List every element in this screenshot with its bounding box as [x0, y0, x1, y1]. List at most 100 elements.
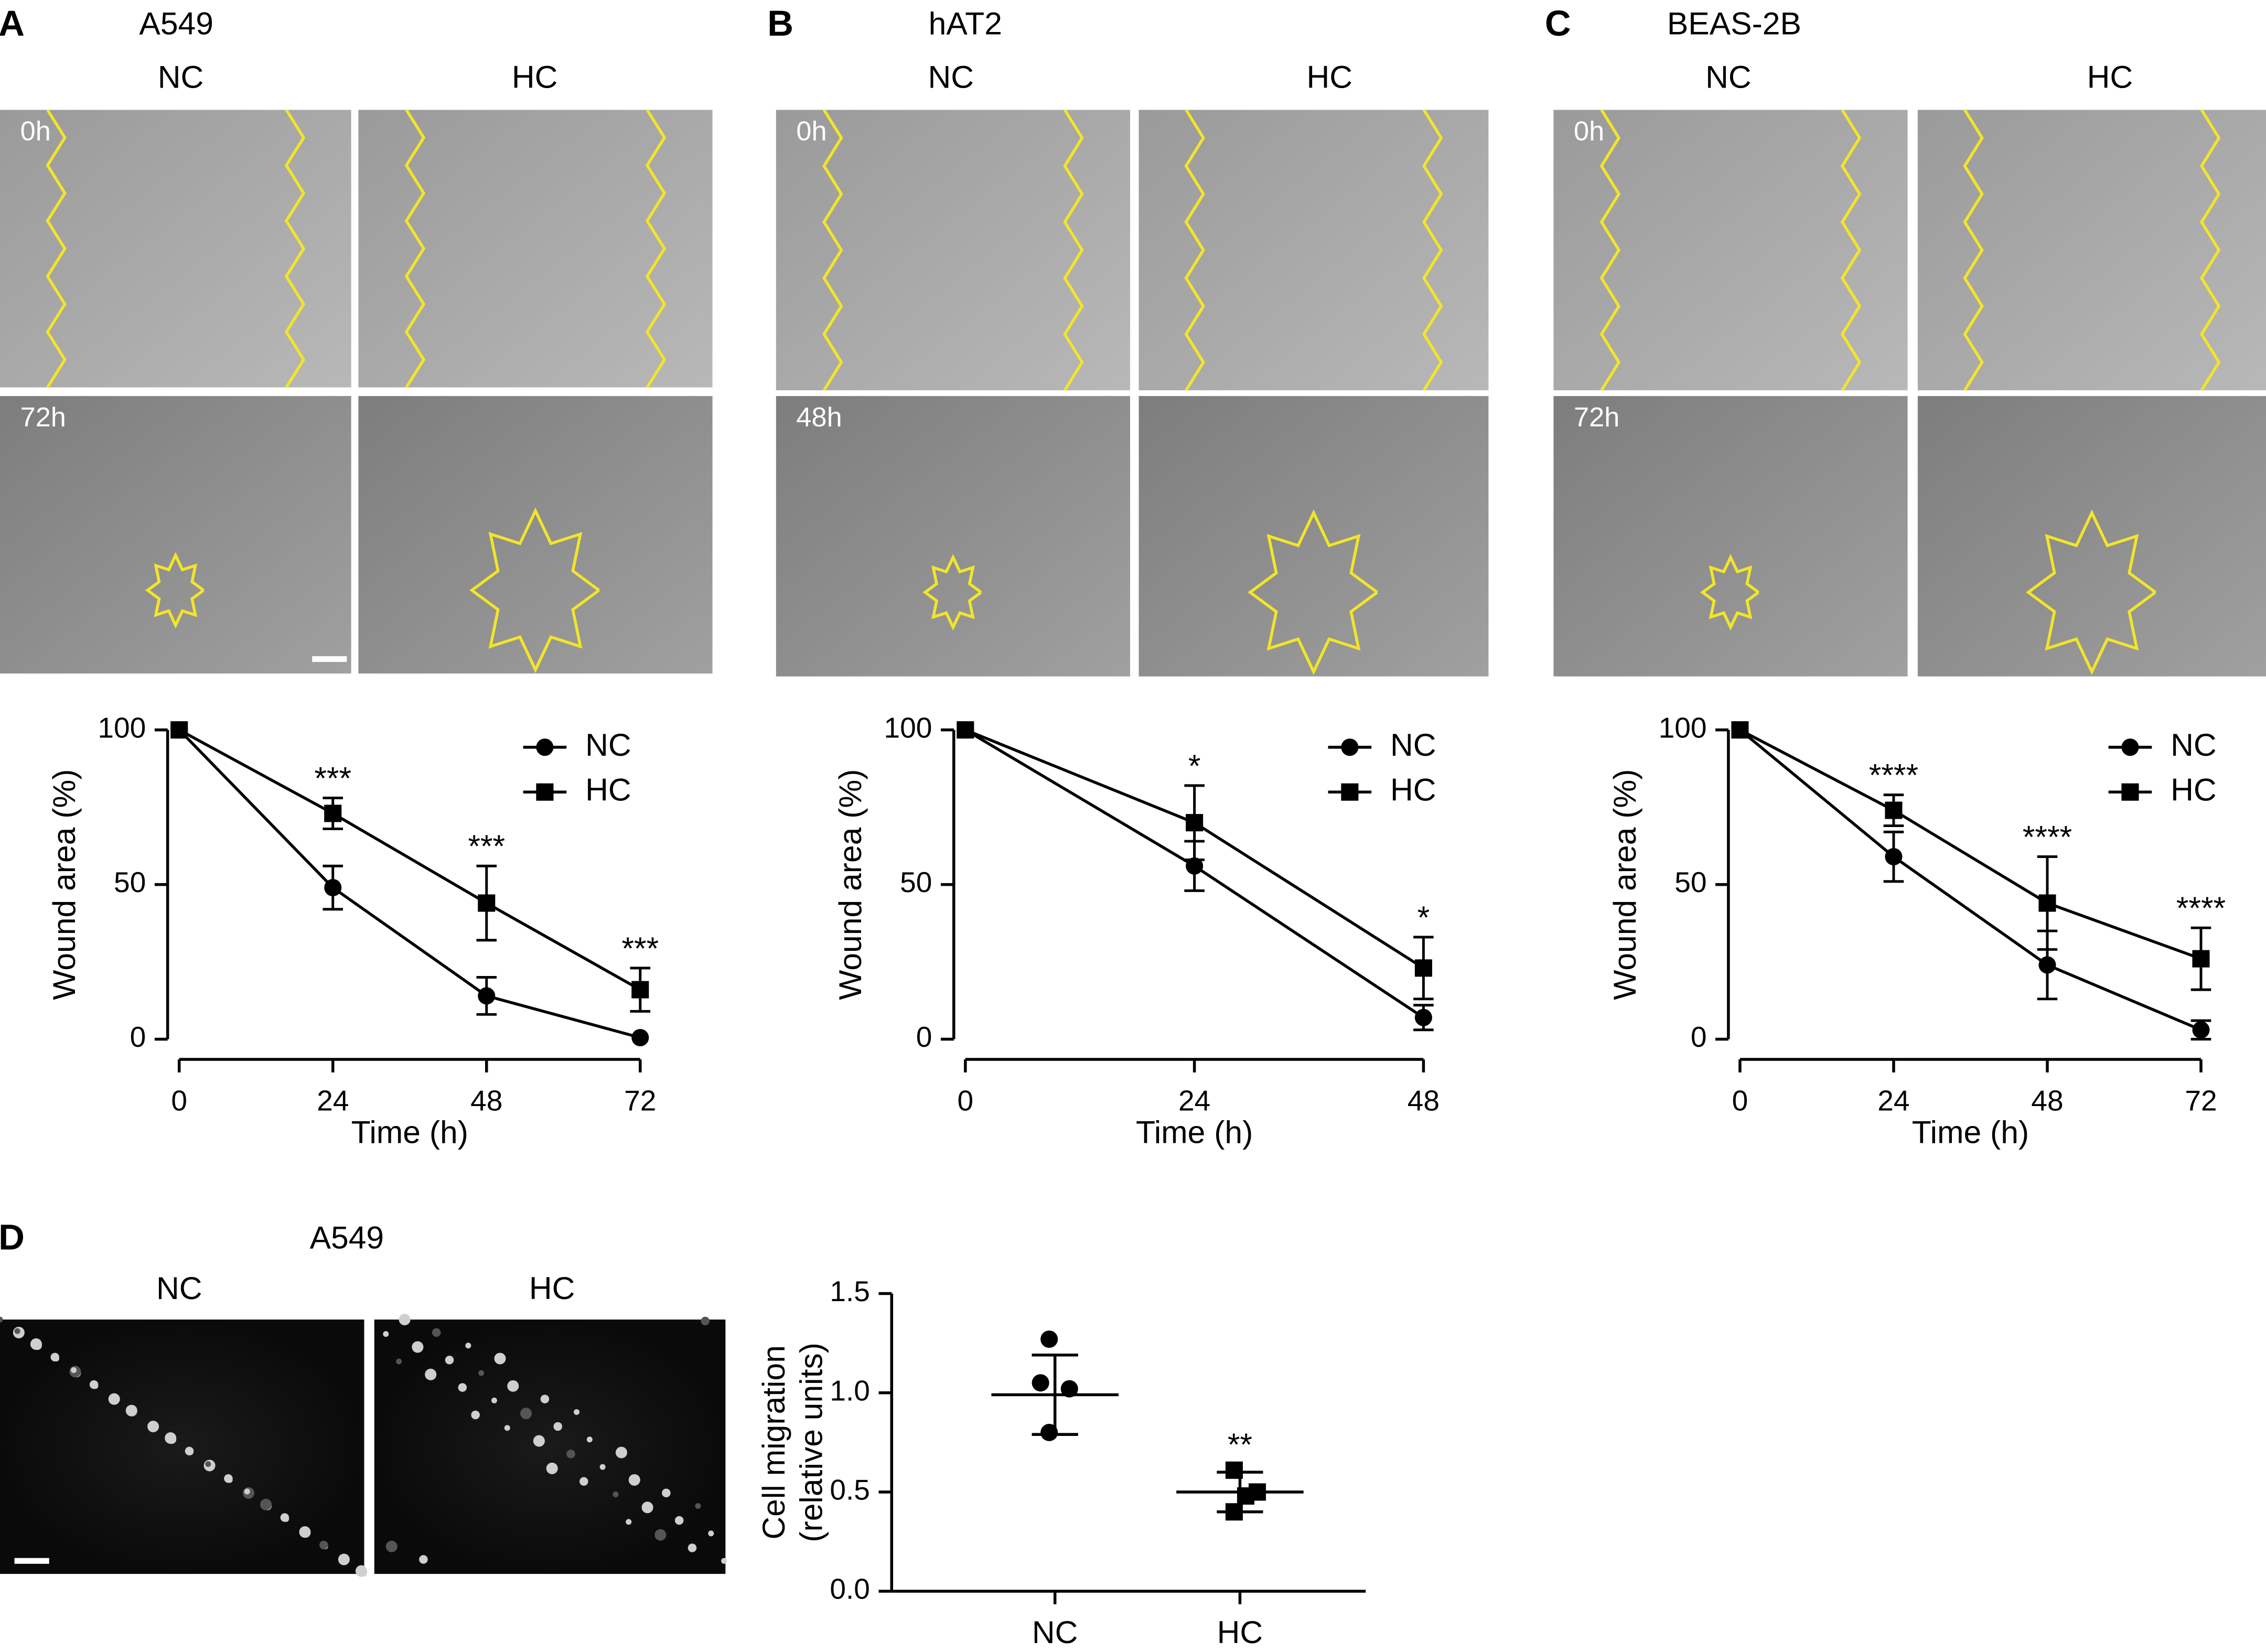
y-tick-label: 1.5	[830, 1275, 870, 1307]
marker	[2192, 950, 2210, 968]
nucleus	[688, 1543, 697, 1552]
panel-letter: C	[1545, 3, 1571, 44]
y-tick-label: 50	[900, 866, 932, 898]
wound-edge	[46, 109, 67, 389]
marker	[1225, 1461, 1243, 1479]
x-tick-label: 0	[171, 1084, 187, 1117]
significance: **	[1228, 1426, 1252, 1462]
panel-title: BEAS-2B	[1667, 6, 1801, 41]
wound-edge	[1963, 109, 1984, 391]
wound-edge	[1840, 109, 1862, 391]
row-label: 72h	[20, 402, 66, 433]
marker	[1186, 814, 1204, 832]
series-line	[1739, 728, 2201, 960]
micrograph	[1139, 396, 1489, 677]
wound-edge	[2026, 509, 2156, 675]
micrograph	[374, 1320, 726, 1574]
nucleus	[504, 1425, 510, 1431]
scale-bar	[312, 656, 347, 662]
nucleus	[205, 1461, 211, 1467]
y-tick-label: 0.0	[830, 1573, 870, 1605]
significance: *	[1417, 899, 1430, 935]
marker	[170, 721, 188, 739]
nucleus	[626, 1519, 632, 1525]
x-tick-label: 24	[317, 1084, 349, 1117]
y-tick-label: 100	[884, 711, 932, 744]
column-label: HC	[512, 59, 558, 95]
x-tick-label: 24	[1877, 1084, 1909, 1117]
x-axis-label: Time (h)	[1912, 1114, 2029, 1150]
legend-label: NC	[2171, 727, 2217, 763]
nucleus	[299, 1526, 311, 1538]
x-tick-label: HC	[1217, 1614, 1263, 1650]
nucleus	[695, 1503, 701, 1509]
nucleus	[465, 1343, 471, 1349]
nucleus	[445, 1355, 454, 1365]
marker	[324, 878, 342, 897]
micrograph	[1553, 110, 1908, 391]
marker	[1885, 801, 1903, 819]
marker	[1237, 1487, 1254, 1505]
marker	[536, 738, 554, 756]
marker	[1060, 1380, 1078, 1398]
wound-edge	[1063, 109, 1084, 391]
nucleus	[385, 1540, 398, 1552]
micrograph	[0, 396, 351, 674]
marker	[1040, 1330, 1058, 1348]
nucleus	[641, 1501, 653, 1514]
nucleus	[224, 1474, 233, 1483]
panel-title: A549	[310, 1220, 384, 1256]
column-label: NC	[928, 59, 974, 95]
nucleus	[89, 1380, 99, 1389]
wound-edge	[284, 109, 306, 389]
legend-label: NC	[585, 727, 631, 763]
legend-label: HC	[2171, 771, 2217, 807]
marker	[478, 894, 496, 912]
x-axis-label: Time (h)	[1136, 1114, 1253, 1150]
y-tick-label: 50	[1674, 866, 1706, 898]
wound-edge	[1184, 109, 1205, 391]
panel-letter: D	[0, 1217, 25, 1258]
significance: *	[1188, 748, 1201, 784]
y-axis-label: Wound area (%)	[832, 769, 868, 1000]
wound-edge	[145, 552, 205, 629]
nucleus	[110, 1394, 116, 1401]
nucleus	[662, 1488, 671, 1498]
series-line	[1739, 728, 2202, 1032]
y-tick-label: 0	[1691, 1021, 1707, 1053]
legend-label: HC	[1390, 771, 1436, 807]
nucleus	[574, 1409, 580, 1415]
nucleus	[599, 1464, 606, 1470]
nucleus	[701, 1316, 710, 1326]
marker	[957, 721, 974, 739]
nucleus	[478, 1370, 485, 1376]
wound-edge	[2199, 109, 2221, 391]
nucleus	[654, 1529, 667, 1541]
wound-edge	[822, 109, 843, 391]
marker	[2121, 783, 2139, 801]
y-axis-label: Cell migration	[756, 1345, 791, 1540]
micrograph	[358, 396, 713, 674]
y-tick-label: 0.5	[830, 1473, 870, 1506]
y-axis-label: (relative units)	[793, 1343, 829, 1542]
nucleus	[396, 1358, 402, 1365]
marker	[324, 804, 342, 822]
nucleus	[674, 1516, 684, 1525]
significance: ***	[621, 930, 659, 966]
nucleus	[399, 1314, 411, 1326]
x-tick-label: 72	[624, 1084, 656, 1117]
micrograph	[0, 110, 351, 388]
scale-bar	[14, 1558, 49, 1564]
wound-edge	[404, 109, 426, 389]
nucleus	[491, 1397, 497, 1403]
row-label: 0h	[1574, 116, 1604, 146]
marker	[2038, 956, 2056, 974]
wound-edge	[922, 554, 982, 631]
y-tick-label: 100	[1659, 711, 1707, 744]
row-label: 48h	[796, 402, 842, 433]
marker	[631, 1028, 649, 1047]
marker	[2192, 1021, 2210, 1039]
column-label: NC	[1705, 59, 1752, 95]
column-label: HC	[1307, 59, 1353, 95]
